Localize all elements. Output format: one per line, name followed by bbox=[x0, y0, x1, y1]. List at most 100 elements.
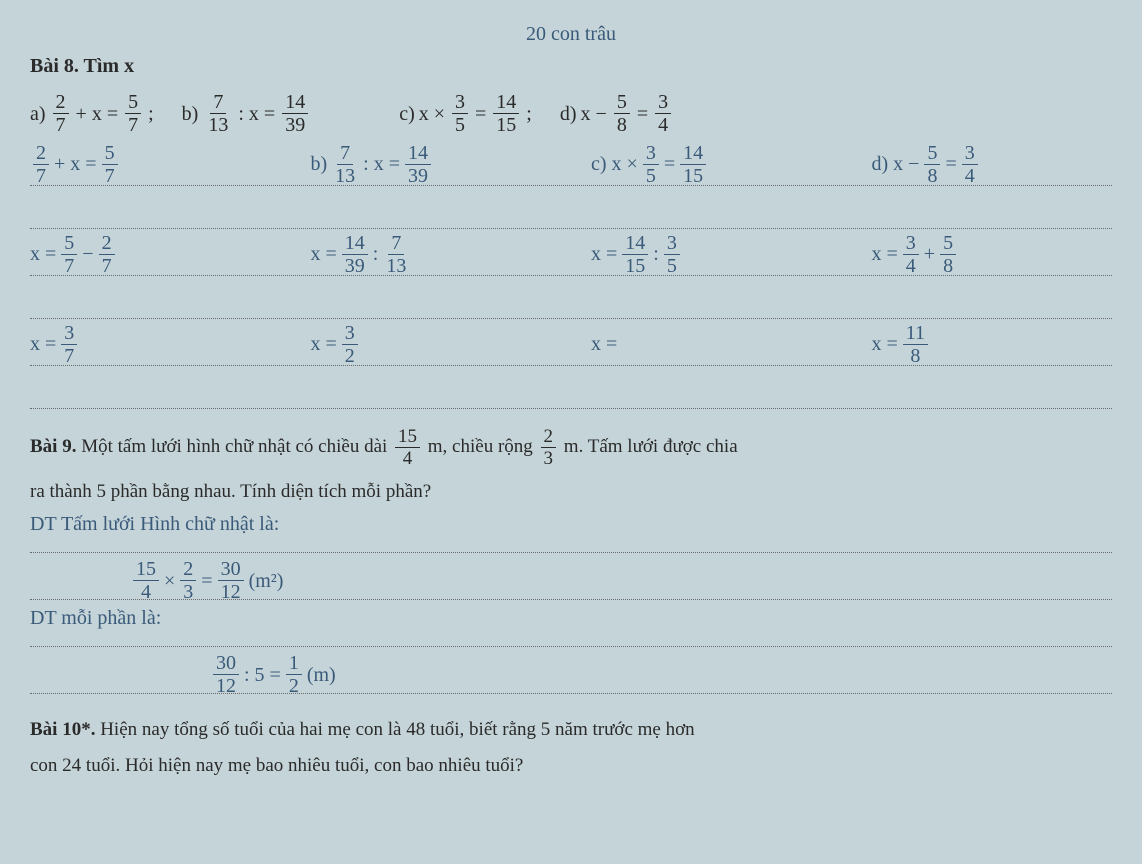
bai9: Bài 9. Một tấm lưới hình chữ nhật có chi… bbox=[30, 427, 1112, 510]
b-den: 13 bbox=[205, 114, 231, 135]
w3a-fn: 3 bbox=[61, 323, 77, 345]
w1b-f1n: 7 bbox=[337, 143, 353, 165]
a-rnum: 5 bbox=[125, 92, 141, 114]
w3a: x = 37 bbox=[30, 323, 271, 366]
w3c: x = bbox=[591, 330, 832, 358]
w1c-f2d: 15 bbox=[680, 165, 706, 186]
w2a-mid: − bbox=[82, 240, 93, 268]
w2a-f1n: 5 bbox=[61, 233, 77, 255]
w3d-fn: 11 bbox=[903, 323, 928, 345]
w1b: b) 713 : x = 1439 bbox=[311, 143, 552, 186]
bai10-t1: Hiện nay tổng số tuổi của hai mẹ con là … bbox=[100, 719, 694, 740]
b9l4mid: : 5 = bbox=[244, 661, 281, 689]
c-num: 3 bbox=[452, 92, 468, 114]
b9l2f1d: 4 bbox=[138, 581, 154, 602]
w1a-mid: + x = bbox=[54, 150, 97, 178]
w2d-f2n: 5 bbox=[940, 233, 956, 255]
label-b: b) bbox=[182, 100, 199, 128]
w2b-pre: x = bbox=[311, 240, 337, 268]
w2c-f1d: 15 bbox=[622, 255, 648, 276]
d-op: = bbox=[637, 100, 648, 128]
w3a-pre: x = bbox=[30, 330, 56, 358]
bai9-f2n: 2 bbox=[541, 427, 557, 448]
bai9-t3: m. Tấm lưới được chia bbox=[564, 436, 738, 457]
work-line-2b bbox=[30, 280, 1112, 319]
b9l2f2n: 2 bbox=[180, 559, 196, 581]
bai9-f1n: 15 bbox=[395, 427, 420, 448]
bai9-wl2: 154 × 23 = 3012 (m²) bbox=[130, 559, 283, 602]
d-rnum: 3 bbox=[655, 92, 671, 114]
w3a-fd: 7 bbox=[61, 345, 77, 366]
b9l2f2d: 3 bbox=[180, 581, 196, 602]
w2a: x = 57 − 27 bbox=[30, 233, 271, 276]
c-den: 5 bbox=[452, 114, 468, 135]
b-rden: 39 bbox=[282, 114, 308, 135]
w1c: c) x × 35 = 1415 bbox=[591, 143, 832, 186]
w1b-f1d: 13 bbox=[332, 165, 358, 186]
bai9-wl4: 3012 : 5 = 12 (m) bbox=[210, 653, 336, 696]
work-line-2: x = 57 − 27 x = 1439 : 713 x = 1415 : 35… bbox=[30, 233, 1112, 276]
work-line-1b bbox=[30, 190, 1112, 229]
problem-d: d) x − 58 = 34 bbox=[560, 92, 674, 135]
w2b-mid: : bbox=[373, 240, 379, 268]
w2c-f2n: 3 bbox=[664, 233, 680, 255]
w2b-f1n: 14 bbox=[342, 233, 368, 255]
w2a-f2d: 7 bbox=[99, 255, 115, 276]
w2b-f2d: 13 bbox=[383, 255, 409, 276]
w2b-f2n: 7 bbox=[388, 233, 404, 255]
a-op: + x = bbox=[76, 100, 119, 128]
a-rden: 7 bbox=[125, 114, 141, 135]
w2c: x = 1415 : 35 bbox=[591, 233, 832, 276]
w1a-f2d: 7 bbox=[102, 165, 118, 186]
bai10-t2: con 24 tuổi. Hỏi hiện nay mẹ bao nhiêu t… bbox=[30, 748, 1112, 784]
w2d: x = 34 + 58 bbox=[872, 233, 1113, 276]
w2c-f2d: 5 bbox=[664, 255, 680, 276]
w1d-pre: d) x − bbox=[872, 150, 920, 178]
bai9-t1: Một tấm lưới hình chữ nhật có chiều dài bbox=[81, 436, 387, 457]
w1d-f1n: 5 bbox=[924, 143, 940, 165]
b9l2f3d: 12 bbox=[218, 581, 244, 602]
work-line-1: 2 7 + x = 5 7 b) 713 : x = 1439 c) x × 35 … bbox=[30, 143, 1112, 186]
w1b-pre: b) bbox=[311, 150, 328, 178]
d-pre: x − bbox=[581, 100, 607, 128]
w2a-pre: x = bbox=[30, 240, 56, 268]
w2a-f2n: 2 bbox=[99, 233, 115, 255]
w2a-f1d: 7 bbox=[61, 255, 77, 276]
w1d-mid: = bbox=[945, 150, 956, 178]
w1b-mid: : x = bbox=[363, 150, 400, 178]
w1a-f1n: 2 bbox=[33, 143, 49, 165]
bai8-problems: a) 27 + x = 57 ; b) 713 : x = 1439 c) x … bbox=[30, 92, 1112, 135]
w1d: d) x − 58 = 34 bbox=[872, 143, 1113, 186]
w2d-pre: x = bbox=[872, 240, 898, 268]
label-d: d) bbox=[560, 100, 577, 128]
w3b-fn: 3 bbox=[342, 323, 358, 345]
c-op: = bbox=[475, 100, 486, 128]
w1d-f2d: 4 bbox=[962, 165, 978, 186]
b9l4f2d: 2 bbox=[286, 675, 302, 696]
b9l4suf: (m) bbox=[307, 661, 336, 689]
w1c-mid: = bbox=[664, 150, 675, 178]
b9l2f1n: 15 bbox=[133, 559, 159, 581]
w2d-f1d: 4 bbox=[903, 255, 919, 276]
w1c-pre: c) x × bbox=[591, 150, 638, 178]
w3c-pre: x = bbox=[591, 330, 617, 358]
w2c-pre: x = bbox=[591, 240, 617, 268]
w1b-f2d: 39 bbox=[405, 165, 431, 186]
b9l2f3n: 30 bbox=[218, 559, 244, 581]
w1c-f1n: 3 bbox=[643, 143, 659, 165]
label-a: a) bbox=[30, 100, 46, 128]
w2c-mid: : bbox=[653, 240, 659, 268]
a-den: 7 bbox=[53, 114, 69, 135]
w1d-f2n: 3 bbox=[962, 143, 978, 165]
bai9-w3: DT mỗi phần là: bbox=[30, 604, 1112, 647]
bai9-wl1: DT Tấm lưới Hình chữ nhật là: bbox=[30, 510, 279, 538]
b9l4f2n: 1 bbox=[286, 653, 302, 675]
w3b-fd: 2 bbox=[342, 345, 358, 366]
w2c-f1n: 14 bbox=[622, 233, 648, 255]
b9l4f1n: 30 bbox=[213, 653, 239, 675]
b9l2mid: × bbox=[164, 567, 175, 595]
w3d-pre: x = bbox=[872, 330, 898, 358]
bai9-f2d: 3 bbox=[541, 448, 557, 468]
d-num: 5 bbox=[614, 92, 630, 114]
bai9-w2: 154 × 23 = 3012 (m²) bbox=[30, 557, 1112, 600]
